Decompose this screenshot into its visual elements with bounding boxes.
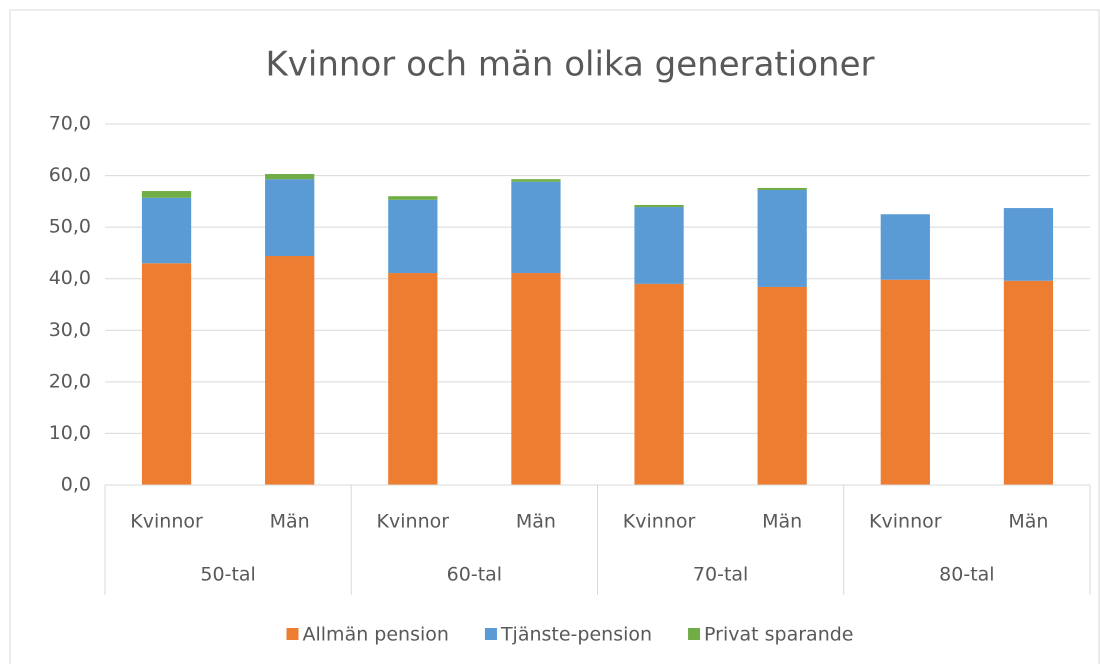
x-tick-label: Män [762,511,802,533]
x-tick-label: Kvinnor [623,511,696,533]
group-label: 80-tal [939,564,994,586]
y-tick-label: 40,0 [49,267,91,289]
y-tick-label: 20,0 [49,370,91,392]
legend-swatch [688,628,701,640]
group-label: 50-tal [200,564,255,586]
legend-label: Allmän pension [303,624,449,646]
bar-segment [634,207,684,284]
x-tick-label: Män [1008,511,1048,533]
bar-segment [511,273,561,485]
bar-segment [880,279,930,485]
bar-segment [141,197,192,264]
y-tick-label: 10,0 [49,422,91,444]
legend-label: Tjänste-pension [500,624,652,646]
legend-swatch [286,628,299,640]
bar-segment [511,179,561,182]
x-tick-label: Kvinnor [377,511,450,533]
bar-segment [757,286,807,485]
x-tick-label: Män [516,511,556,533]
bar-segment [141,191,192,198]
y-tick-label: 30,0 [49,319,91,341]
bar-segment [265,174,315,180]
chart-title: Kvinnor och män olika generationer [266,45,875,85]
group-label: 60-tal [447,564,502,586]
bar-segment [265,179,315,257]
group-label: 70-tal [693,564,748,586]
x-tick-label: Män [270,511,310,533]
bar-segment [757,190,807,287]
y-tick-label: 60,0 [49,164,91,186]
x-tick-label: Kvinnor [130,511,203,533]
y-tick-label: 50,0 [49,216,91,238]
bar-segment [634,283,684,485]
y-tick-label: 0,0 [61,474,91,496]
bar-segment [388,273,438,485]
bar-segment [1003,280,1054,485]
bar-segment [388,199,438,274]
y-tick-label: 70,0 [49,113,91,135]
bar-segment [511,181,561,274]
bar-segment [757,187,807,191]
legend-swatch [484,628,497,640]
legend-label: Privat sparande [704,624,853,646]
x-tick-label: Kvinnor [869,511,942,533]
bar-segment [1003,208,1054,281]
bar-segment [634,204,684,208]
bar-segment [265,256,315,485]
bar-segment [141,263,192,485]
bar-segment [880,214,930,280]
bar-segment [388,196,438,200]
